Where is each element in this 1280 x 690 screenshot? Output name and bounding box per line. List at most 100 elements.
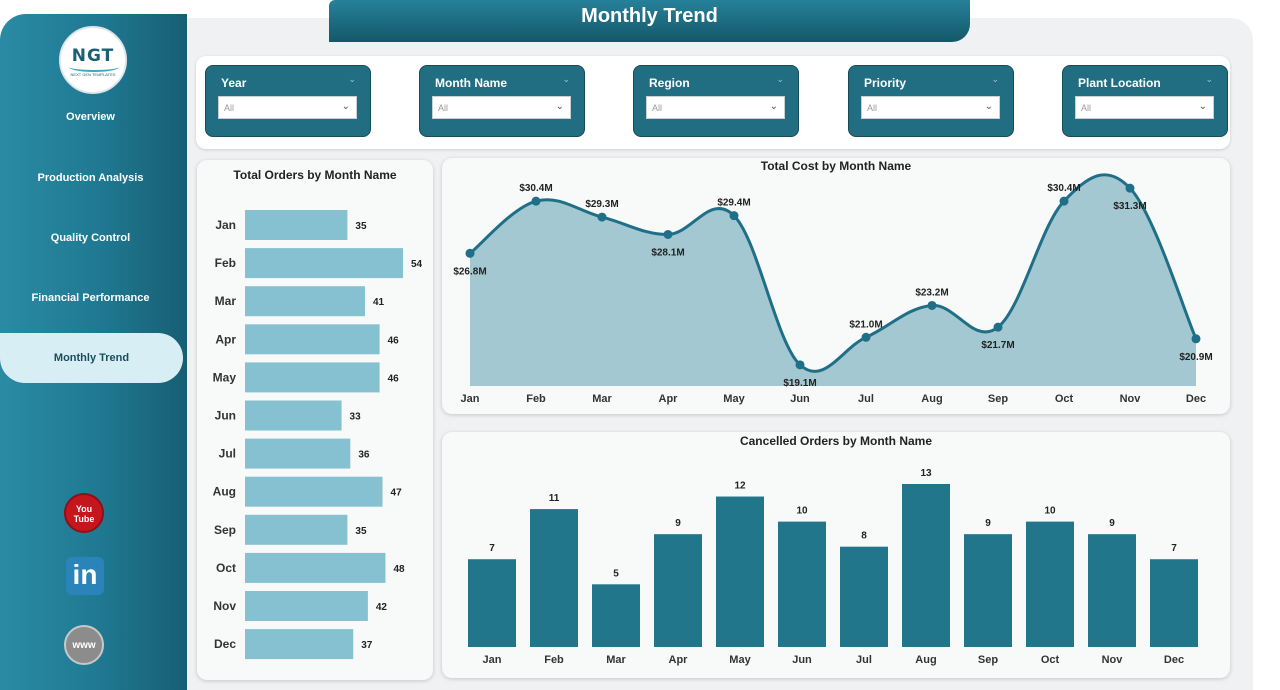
website-globe-icon[interactable]: www xyxy=(64,625,104,665)
orders-bar[interactable] xyxy=(245,552,386,583)
youtube-icon[interactable]: You Tube xyxy=(64,493,104,533)
cancelled-category-label: Mar xyxy=(606,654,626,666)
linkedin-icon[interactable]: in xyxy=(66,557,104,595)
orders-bar[interactable] xyxy=(245,400,342,431)
total-orders-card: Total Orders by Month Name Jan 35 Feb 54 Mar… xyxy=(197,160,433,680)
orders-bar[interactable] xyxy=(245,362,380,393)
cancelled-bar[interactable] xyxy=(902,484,950,647)
cost-point[interactable] xyxy=(1125,183,1135,193)
cancelled-data-label: 9 xyxy=(675,518,681,529)
filter-plant-location: Plant Location ⌄ All ⌄ xyxy=(1062,65,1228,137)
cost-point[interactable] xyxy=(465,248,475,258)
cancelled-category-label: May xyxy=(729,654,751,666)
cost-point[interactable] xyxy=(597,212,607,222)
cancelled-data-label: 10 xyxy=(796,506,808,517)
chevron-down-icon: ⌄ xyxy=(562,74,570,84)
cost-data-label: $30.4M xyxy=(519,183,552,194)
orders-bar[interactable] xyxy=(245,514,348,545)
orders-data-label: 35 xyxy=(355,221,367,232)
orders-category-label: Jul xyxy=(219,447,236,461)
orders-data-label: 36 xyxy=(358,450,370,461)
cancelled-bar[interactable] xyxy=(840,546,888,647)
filter-region-dropdown[interactable]: All ⌄ xyxy=(646,96,785,119)
orders-bar[interactable] xyxy=(245,476,383,507)
filter-month-name-dropdown[interactable]: All ⌄ xyxy=(432,96,571,119)
orders-bar[interactable] xyxy=(245,591,368,621)
cost-point[interactable] xyxy=(861,332,871,342)
chevron-down-icon: ⌄ xyxy=(341,101,350,112)
cost-point[interactable] xyxy=(663,229,673,239)
cancelled-bar[interactable] xyxy=(530,509,578,647)
orders-data-label: 33 xyxy=(350,412,362,423)
youtube-label: You Tube xyxy=(73,504,95,524)
total-orders-title: Total Orders by Month Name xyxy=(233,168,397,182)
orders-bar[interactable] xyxy=(245,629,354,660)
cancelled-bar[interactable] xyxy=(778,521,826,647)
cost-data-label: $31.3M xyxy=(1113,201,1146,212)
orders-category-label: Jan xyxy=(215,218,236,232)
cost-category-label: May xyxy=(723,393,745,405)
filter-priority-dropdown[interactable]: All ⌄ xyxy=(861,96,1000,119)
cancelled-category-label: Nov xyxy=(1102,654,1124,666)
cancelled-orders-card: Cancelled Orders by Month Name 7 Jan 11 Feb… xyxy=(442,432,1230,678)
orders-data-label: 47 xyxy=(391,488,403,499)
cost-point[interactable] xyxy=(795,360,805,370)
cancelled-data-label: 7 xyxy=(1171,543,1177,554)
cost-point[interactable] xyxy=(993,322,1003,332)
orders-category-label: Jun xyxy=(215,409,236,423)
orders-category-label: Feb xyxy=(215,256,236,270)
orders-bar[interactable] xyxy=(245,286,365,317)
filter-month-name-label: Month Name xyxy=(435,76,507,90)
cost-data-label: $29.3M xyxy=(585,199,618,210)
cancelled-data-label: 12 xyxy=(734,481,746,492)
orders-bar[interactable] xyxy=(245,324,380,355)
filter-plant-location-value: All xyxy=(1081,103,1092,113)
cost-data-label: $19.1M xyxy=(783,378,816,389)
orders-bar[interactable] xyxy=(245,438,351,469)
cancelled-bar[interactable] xyxy=(654,534,702,647)
cost-point[interactable] xyxy=(1191,334,1201,344)
cancelled-bar[interactable] xyxy=(716,496,764,647)
cancelled-bar[interactable] xyxy=(1026,521,1074,647)
cost-point[interactable] xyxy=(927,300,937,310)
orders-data-label: 37 xyxy=(361,640,373,651)
cost-category-label: Dec xyxy=(1186,393,1206,405)
nav-financial-performance[interactable]: Financial Performance xyxy=(31,292,150,304)
cancelled-bar[interactable] xyxy=(468,559,516,647)
cost-data-label: $29.4M xyxy=(717,198,750,209)
cost-point[interactable] xyxy=(1059,196,1069,206)
cancelled-bar[interactable] xyxy=(592,584,640,647)
website-label: www xyxy=(72,640,96,651)
cost-point[interactable] xyxy=(729,211,739,221)
linkedin-label: in xyxy=(72,559,98,590)
nav-overview[interactable]: Overview xyxy=(66,111,115,123)
cost-category-label: Jul xyxy=(858,393,874,405)
cost-point[interactable] xyxy=(531,196,541,206)
cost-data-label: $30.4M xyxy=(1047,183,1080,194)
chevron-down-icon: ⌄ xyxy=(348,74,356,84)
nav-quality-control[interactable]: Quality Control xyxy=(50,232,131,244)
orders-bar[interactable] xyxy=(245,248,403,279)
cancelled-bar[interactable] xyxy=(1150,559,1198,647)
nav-production-analysis[interactable]: Production Analysis xyxy=(37,172,144,184)
cost-area-fill xyxy=(470,174,1196,386)
total-cost-chart: $26.8M Jan $30.4M Feb $29.3M Mar $28.1M Apr $29.… xyxy=(453,173,1213,405)
orders-bar[interactable] xyxy=(245,210,348,240)
filter-year-dropdown[interactable]: All ⌄ xyxy=(218,96,357,119)
nav-monthly-trend[interactable]: Monthly Trend xyxy=(0,333,183,383)
filter-month-name-value: All xyxy=(438,103,449,113)
chevron-down-icon: ⌄ xyxy=(769,101,778,112)
cost-category-label: Aug xyxy=(921,393,942,405)
cost-category-label: Mar xyxy=(592,393,612,405)
cancelled-bar[interactable] xyxy=(1088,534,1136,647)
filter-priority-label: Priority xyxy=(864,76,907,90)
orders-category-label: Oct xyxy=(216,561,236,575)
filter-plant-location-dropdown[interactable]: All ⌄ xyxy=(1075,96,1214,119)
cancelled-bar[interactable] xyxy=(964,534,1012,647)
filter-month-name: Month Name ⌄ All ⌄ xyxy=(419,65,585,137)
cost-data-label: $21.7M xyxy=(981,340,1014,351)
cost-category-label: Jan xyxy=(461,393,480,405)
cancelled-category-label: Apr xyxy=(669,654,689,666)
orders-category-label: Mar xyxy=(215,294,237,308)
